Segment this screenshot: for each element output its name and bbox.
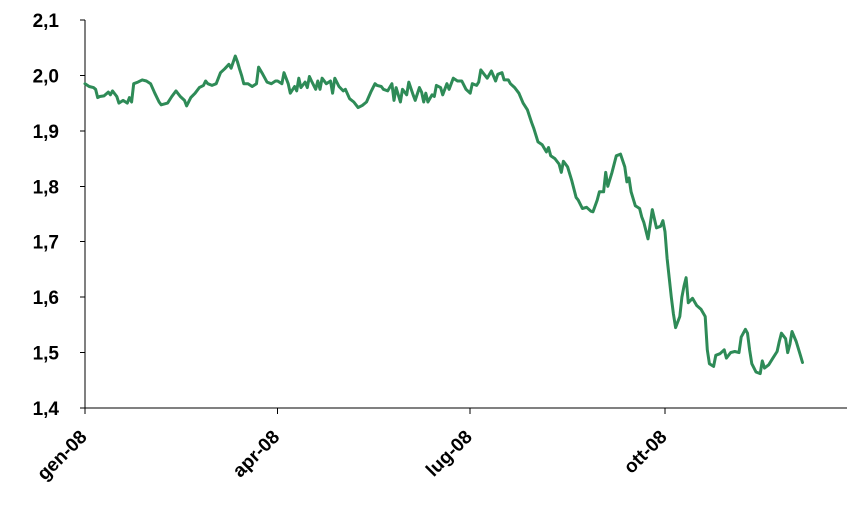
plot-area xyxy=(83,54,804,376)
x-tick-label: apr-08 xyxy=(229,427,284,482)
y-tick-label: 2,0 xyxy=(33,66,59,87)
y-tick-label: 2,1 xyxy=(33,11,60,32)
x-axis-ticks: gen-08 apr-08 lug-08 ott-08 xyxy=(33,408,672,485)
y-tick-label: 1,8 xyxy=(33,177,59,198)
series-line xyxy=(83,54,804,376)
x-tick-label: ott-08 xyxy=(620,427,671,478)
y-tick-label: 1,7 xyxy=(33,233,59,254)
y-tick-label: 1,9 xyxy=(33,122,59,143)
y-tick-label: 1,4 xyxy=(33,399,60,420)
chart-axes xyxy=(84,20,847,409)
y-tick-label: 1,5 xyxy=(33,344,60,365)
x-tick-label: lug-08 xyxy=(422,427,476,481)
y-tick-label: 1,6 xyxy=(33,288,59,309)
x-tick-label: gen-08 xyxy=(33,427,91,485)
y-axis-ticks: 1,4 1,5 1,6 1,7 1,8 1,9 2,0 2,1 xyxy=(33,11,85,420)
